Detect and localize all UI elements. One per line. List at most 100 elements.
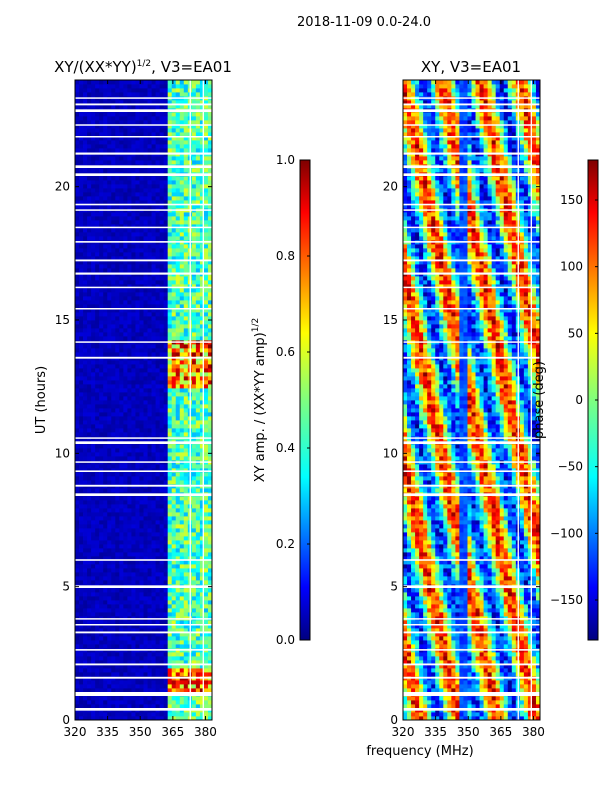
heatmap-cell bbox=[75, 688, 80, 693]
heatmap-cell bbox=[91, 656, 96, 661]
heatmap-cell bbox=[159, 404, 165, 409]
heatmap-cell bbox=[119, 252, 124, 257]
heatmap-cell bbox=[119, 304, 124, 309]
heatmap-cell bbox=[119, 444, 124, 449]
heatmap-cell bbox=[111, 212, 116, 217]
heatmap-cell bbox=[203, 408, 209, 413]
heatmap-cell bbox=[103, 308, 108, 313]
heatmap-cell bbox=[155, 696, 161, 701]
heatmap-cell bbox=[139, 316, 144, 321]
heatmap-cell bbox=[199, 320, 205, 325]
heatmap-cell bbox=[175, 416, 181, 421]
heatmap-cell bbox=[155, 260, 161, 265]
heatmap-cell bbox=[119, 300, 124, 305]
heatmap-cell bbox=[123, 512, 128, 517]
heatmap-cell bbox=[119, 372, 124, 377]
heatmap-cell bbox=[111, 372, 116, 377]
heatmap-cell bbox=[119, 508, 124, 513]
heatmap-cell bbox=[95, 424, 100, 429]
heatmap-cell bbox=[135, 680, 140, 685]
heatmap-cell bbox=[203, 620, 209, 625]
heatmap-cell bbox=[103, 380, 108, 385]
heatmap-cell bbox=[135, 244, 140, 249]
heatmap-cell bbox=[191, 704, 197, 709]
heatmap-cell bbox=[95, 600, 100, 605]
heatmap-cell bbox=[203, 612, 209, 617]
heatmap-cell bbox=[155, 396, 161, 401]
heatmap-cell bbox=[163, 432, 169, 437]
heatmap-cell bbox=[83, 364, 88, 369]
heatmap-cell bbox=[87, 200, 92, 205]
heatmap-cell bbox=[167, 556, 173, 561]
heatmap-cell bbox=[79, 352, 84, 357]
heatmap-cell bbox=[87, 396, 92, 401]
heatmap-cell bbox=[115, 352, 120, 357]
heatmap-cell bbox=[155, 252, 161, 257]
heatmap-cell bbox=[119, 320, 124, 325]
heatmap-cell bbox=[147, 576, 152, 581]
heatmap-cell bbox=[203, 248, 209, 253]
heatmap-cell bbox=[79, 420, 84, 425]
heatmap-cell bbox=[163, 388, 169, 393]
heatmap-cell bbox=[127, 364, 132, 369]
heatmap-cell bbox=[175, 380, 181, 385]
heatmap-cell bbox=[171, 664, 177, 669]
heatmap-cell bbox=[119, 716, 124, 721]
heatmap-cell bbox=[179, 336, 185, 341]
heatmap-cell bbox=[99, 476, 104, 481]
heatmap-cell bbox=[155, 664, 161, 669]
heatmap-cell bbox=[139, 212, 144, 217]
heatmap-cell bbox=[155, 528, 161, 533]
heatmap-cell bbox=[115, 592, 120, 597]
heatmap-cell bbox=[103, 424, 108, 429]
heatmap-cell bbox=[195, 380, 201, 385]
heatmap-cell bbox=[203, 160, 209, 165]
heatmap-cell bbox=[99, 160, 104, 165]
heatmap-cell bbox=[159, 160, 165, 165]
heatmap-cell bbox=[203, 628, 209, 633]
heatmap-cell bbox=[83, 592, 88, 597]
heatmap-cell bbox=[91, 316, 96, 321]
heatmap-cell bbox=[115, 192, 120, 197]
heatmap-cell bbox=[127, 168, 132, 173]
heatmap-cell bbox=[155, 412, 161, 417]
heatmap-cell bbox=[83, 380, 88, 385]
heatmap-cell bbox=[155, 632, 161, 637]
heatmap-cell bbox=[155, 524, 161, 529]
heatmap-cell bbox=[151, 672, 156, 677]
heatmap-cell bbox=[95, 564, 100, 569]
heatmap-cell bbox=[167, 160, 173, 165]
heatmap-cell bbox=[191, 688, 197, 693]
heatmap-cell bbox=[183, 416, 189, 421]
heatmap-cell bbox=[143, 596, 148, 601]
heatmap-cell bbox=[123, 176, 128, 181]
heatmap-cell bbox=[79, 320, 84, 325]
heatmap-cell bbox=[95, 236, 100, 241]
heatmap-cell bbox=[191, 604, 197, 609]
heatmap-cell bbox=[135, 644, 140, 649]
heatmap-cell bbox=[183, 608, 189, 613]
heatmap-cell bbox=[171, 412, 177, 417]
heatmap-cell bbox=[167, 524, 173, 529]
heatmap-cell bbox=[143, 224, 148, 229]
heatmap-cell bbox=[135, 512, 140, 517]
heatmap-cell bbox=[167, 428, 173, 433]
heatmap-cell bbox=[115, 452, 120, 457]
heatmap-cell bbox=[123, 632, 128, 637]
heatmap-cell bbox=[191, 376, 197, 381]
heatmap-cell bbox=[107, 180, 112, 185]
heatmap-cell bbox=[179, 428, 185, 433]
heatmap-cell bbox=[75, 200, 80, 205]
heatmap-cell bbox=[135, 464, 140, 469]
heatmap-cell bbox=[111, 260, 116, 265]
heatmap-cell bbox=[159, 572, 165, 577]
heatmap-cell bbox=[99, 496, 104, 501]
heatmap-cell bbox=[171, 580, 177, 585]
heatmap-cell bbox=[151, 496, 156, 501]
heatmap-cell bbox=[171, 536, 177, 541]
heatmap-cell bbox=[179, 540, 185, 545]
heatmap-cell bbox=[119, 168, 124, 173]
heatmap-cell bbox=[91, 428, 96, 433]
heatmap-cell bbox=[207, 300, 213, 305]
heatmap-cell bbox=[139, 244, 144, 249]
